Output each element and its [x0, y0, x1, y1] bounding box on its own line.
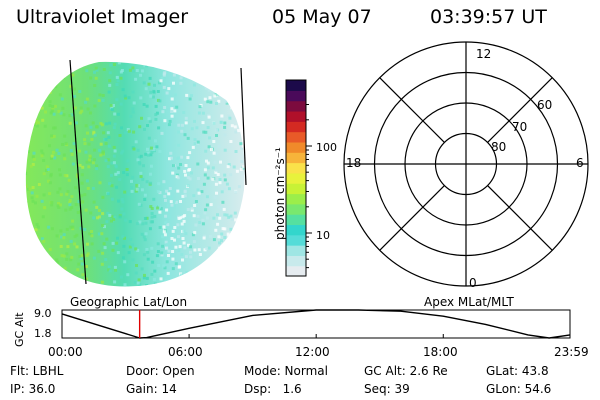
colorbar-swatch [286, 152, 306, 164]
footer-door: Door: Open [126, 364, 195, 378]
mlt-label-0: 0 [469, 276, 477, 290]
footer-gain: Gain: 14 [126, 382, 177, 396]
colorbar-swatch [286, 224, 306, 236]
alt-xtick-0000: 00:00 [48, 345, 83, 359]
colorbar-swatch [286, 265, 306, 277]
colorbar-swatch [286, 100, 306, 112]
colorbar-swatch [286, 80, 306, 91]
colorbar [285, 79, 312, 277]
alt-xtick-1800: 18:00 [423, 345, 458, 359]
colorbar-unit-label: photon cm⁻²s⁻¹ [273, 147, 287, 240]
colorbar-swatch [286, 203, 306, 215]
colorbar-swatch [286, 121, 306, 133]
mlt-spoke-diagonal-1 [487, 77, 553, 143]
mlt-spoke-diagonal-3 [379, 77, 445, 143]
polar-grid [343, 41, 589, 287]
colorbar-swatch [286, 172, 306, 184]
colorbar-swatch [286, 141, 306, 153]
altitude-plot [61, 309, 571, 339]
colorbar-swatch [286, 234, 306, 246]
footer-ip: IP: 36.0 [10, 382, 56, 396]
alt-ytick-min: 1.8 [34, 327, 52, 340]
terminator-line [69, 59, 87, 285]
footer-dsp: Dsp: 1.6 [244, 382, 302, 396]
mlat-label-70: 70 [512, 120, 528, 134]
terminator-line-right [240, 67, 247, 186]
alt-ylabel: GC Alt [13, 312, 26, 347]
date-label: 05 May 07 [272, 6, 372, 28]
mlt-spoke-diagonal-2 [379, 185, 445, 251]
footer-flt: Flt: LBHL [10, 364, 64, 378]
mlat-label-60: 60 [537, 98, 553, 112]
colorbar-swatch [286, 214, 306, 226]
uv-image-disc [25, 61, 245, 287]
colorbar-tick-100: 100 [316, 141, 337, 154]
mlt-label-12: 12 [476, 47, 492, 61]
alt-xtick-2359: 23:59 [554, 345, 589, 359]
colorbar-frame [285, 79, 307, 277]
colorbar-swatch [286, 255, 306, 267]
alt-plot-frame [61, 309, 571, 339]
colorbar-swatch [286, 110, 306, 122]
right-panel-label: Apex MLat/MLT [424, 295, 514, 309]
time-label: 03:39:57 UT [430, 6, 547, 28]
footer-gcalt: GC Alt: 2.6 Re [364, 364, 448, 378]
mlat-label-80: 80 [491, 140, 507, 154]
alt-xtick-0600: 06:00 [168, 345, 203, 359]
footer-mode: Mode: Normal [244, 364, 328, 378]
colorbar-tick-10: 10 [316, 229, 330, 242]
colorbar-swatch [286, 162, 306, 174]
footer-seq: Seq: 39 [364, 382, 410, 396]
colorbar-swatch [286, 131, 306, 143]
colorbar-swatch [286, 183, 306, 195]
instrument-title: Ultraviolet Imager [16, 6, 189, 28]
footer-glon: GLon: 54.6 [486, 382, 552, 396]
mlt-spoke-diagonal-0 [487, 185, 553, 251]
colorbar-swatch [286, 90, 306, 102]
colorbar-swatch [286, 245, 306, 256]
colorbar-swatch [286, 193, 306, 205]
left-panel-label: Geographic Lat/Lon [70, 295, 188, 309]
mlt-label-18: 18 [346, 156, 362, 170]
mlt-label-6: 6 [576, 156, 584, 170]
alt-xtick-1200: 12:00 [295, 345, 330, 359]
alt-ytick-max: 9.0 [34, 307, 52, 320]
alt-series-line [61, 309, 571, 339]
footer-glat: GLat: 43.8 [486, 364, 549, 378]
